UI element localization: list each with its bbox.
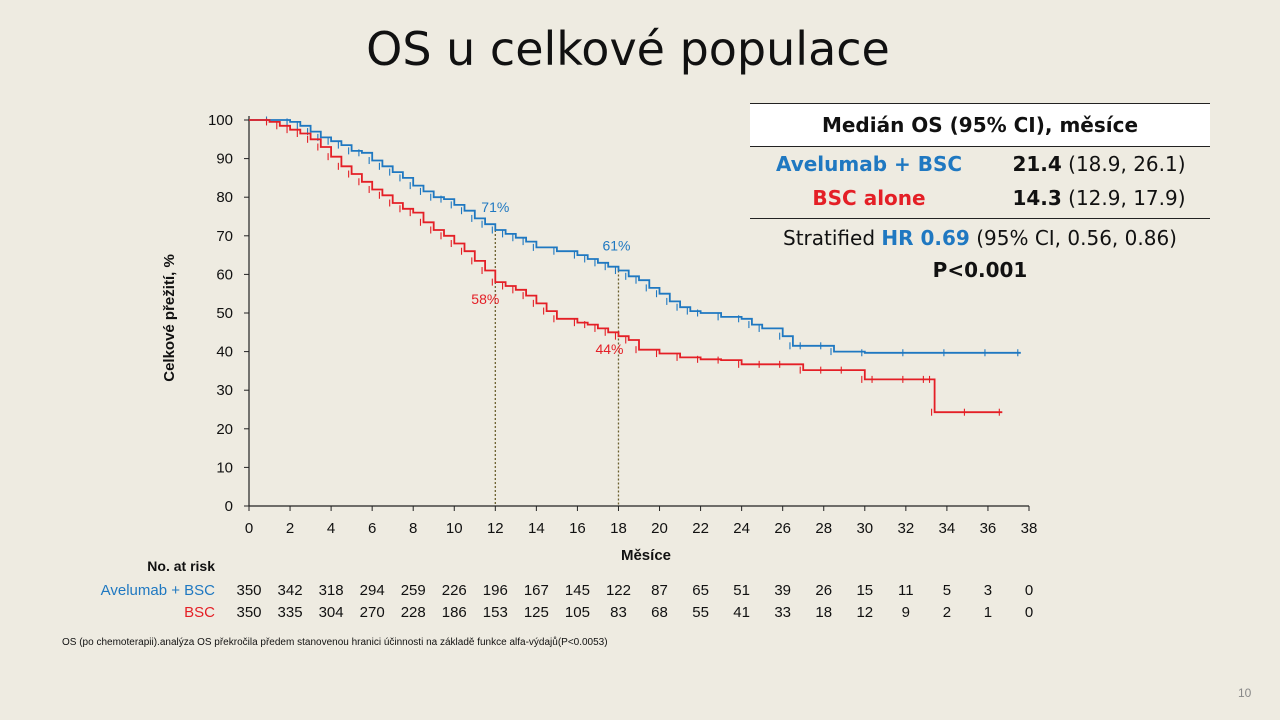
x-axis-label: Měsíce — [621, 547, 671, 564]
bsc-median: 14.3 (12.9, 17.9) — [988, 181, 1210, 219]
y-axis-label: Celkové přežití, % — [161, 254, 178, 382]
x-tick-label: 24 — [733, 520, 750, 537]
bsc-at-risk-count: 125 — [524, 604, 549, 621]
bsc-at-risk-count: 153 — [483, 604, 508, 621]
bsc-at-risk-count: 68 — [651, 604, 668, 621]
avelumab-at-risk-count: 5 — [943, 582, 951, 599]
bsc-survival-curve — [249, 119, 1003, 414]
bsc-at-risk-count: 105 — [565, 604, 590, 621]
bsc-at-risk-count: 55 — [692, 604, 709, 621]
bsc-at-risk-count: 270 — [360, 604, 385, 621]
median-os-table: Medián OS (95% CI), měsíce Avelumab + BS… — [750, 103, 1210, 219]
avelumab-at-risk-count: 145 — [565, 582, 590, 599]
y-tick-label: 50 — [216, 305, 233, 322]
x-tick-label: 36 — [980, 520, 997, 537]
x-tick-label: 4 — [327, 520, 335, 537]
avelumab-at-risk-count: 259 — [401, 582, 426, 599]
avelumab-at-risk-label: Avelumab + BSC — [101, 582, 216, 599]
avelumab-at-risk-count: 11 — [898, 582, 914, 599]
p-value: P<0.001 — [932, 258, 1028, 282]
avelumab-at-risk-count: 0 — [1025, 582, 1033, 599]
avelumab-at-risk-count: 51 — [733, 582, 750, 599]
bsc-at-risk-count: 12 — [856, 604, 873, 621]
bsc-at-risk-count: 41 — [733, 604, 750, 621]
y-tick-label: 0 — [225, 498, 233, 515]
avelumab-at-risk-count: 294 — [360, 582, 385, 599]
x-tick-label: 28 — [815, 520, 832, 537]
avelumab-at-risk-count: 39 — [774, 582, 791, 599]
reference-lines — [494, 230, 620, 506]
x-tick-label: 18 — [610, 520, 627, 537]
x-tick-label: 38 — [1021, 520, 1038, 537]
bsc-at-risk-count: 1 — [984, 604, 992, 621]
bsc-at-risk-count: 2 — [943, 604, 951, 621]
x-tick-label: 20 — [651, 520, 668, 537]
y-tick-label: 10 — [216, 459, 233, 476]
y-tick-label: 30 — [216, 382, 233, 399]
bsc-at-risk-count: 33 — [774, 604, 791, 621]
bsc-at-risk-count: 186 — [442, 604, 467, 621]
annotation-58pct: 58% — [471, 291, 499, 307]
hazard-ratio: Stratified HR 0.69 (95% CI, 0.56, 0.86) — [783, 226, 1177, 250]
avelumab-at-risk-count: 15 — [856, 582, 873, 599]
footnote: OS (po chemoterapii).analýza OS překroči… — [62, 637, 608, 648]
avelumab-at-risk-count: 65 — [692, 582, 709, 599]
bsc-at-risk-count: 18 — [815, 604, 832, 621]
avelumab-at-risk-count: 350 — [236, 582, 261, 599]
x-tick-label: 0 — [245, 520, 253, 537]
y-tick-label: 100 — [208, 112, 233, 129]
avelumab-survival-curve — [249, 119, 1021, 354]
annotation-71pct: 71% — [481, 199, 509, 215]
bsc-at-risk-count: 350 — [236, 604, 261, 621]
bsc-at-risk-count: 228 — [401, 604, 426, 621]
x-tick-label: 26 — [774, 520, 791, 537]
y-tick-label: 20 — [216, 421, 233, 438]
avelumab-median: 21.4 (18.9, 26.1) — [1012, 152, 1186, 176]
x-tick-label: 10 — [446, 520, 463, 537]
avelumab-at-risk-count: 87 — [651, 582, 668, 599]
bsc-at-risk-count: 304 — [319, 604, 344, 621]
x-tick-label: 22 — [692, 520, 709, 537]
x-tick-label: 14 — [528, 520, 545, 537]
bsc-at-risk-count: 83 — [610, 604, 627, 621]
survival-curves — [249, 116, 1021, 416]
bsc-at-risk-label: BSC — [184, 604, 215, 621]
bsc-at-risk-count: 9 — [902, 604, 910, 621]
x-tick-label: 34 — [939, 520, 956, 537]
y-tick-label: 70 — [216, 228, 233, 245]
bsc-at-risk-count: 0 — [1025, 604, 1033, 621]
slide-title: OS u celkové populace — [366, 22, 890, 76]
y-tick-label: 80 — [216, 189, 233, 206]
y-tick-label: 90 — [216, 151, 233, 168]
x-tick-label: 16 — [569, 520, 586, 537]
median-table-header: Medián OS (95% CI), měsíce — [750, 103, 1210, 147]
avelumab-at-risk-count: 26 — [815, 582, 832, 599]
annotation-61pct: 61% — [602, 238, 630, 254]
y-tick-label: 60 — [216, 266, 233, 283]
avelumab-at-risk-count: 167 — [524, 582, 549, 599]
annotation-44pct: 44% — [595, 341, 623, 357]
x-tick-label: 30 — [856, 520, 873, 537]
avelumab-label: Avelumab + BSC — [775, 152, 963, 176]
page-number: 10 — [1238, 686, 1252, 700]
x-tick-label: 8 — [409, 520, 417, 537]
bsc-label: BSC alone — [750, 181, 988, 219]
percent-annotations: 71% 58% 61% 44% — [471, 199, 630, 357]
avelumab-at-risk-count: 342 — [278, 582, 303, 599]
x-tick-label: 6 — [368, 520, 376, 537]
x-tick-label: 2 — [286, 520, 294, 537]
avelumab-at-risk-count: 318 — [319, 582, 344, 599]
avelumab-at-risk-count: 196 — [483, 582, 508, 599]
at-risk-title: No. at risk — [147, 558, 215, 574]
y-tick-label: 40 — [216, 344, 233, 361]
x-tick-label: 12 — [487, 520, 504, 537]
avelumab-at-risk-count: 3 — [984, 582, 992, 599]
avelumab-at-risk-count: 122 — [606, 582, 631, 599]
x-tick-label: 32 — [897, 520, 914, 537]
bsc-at-risk-count: 335 — [278, 604, 303, 621]
avelumab-at-risk-count: 226 — [442, 582, 467, 599]
